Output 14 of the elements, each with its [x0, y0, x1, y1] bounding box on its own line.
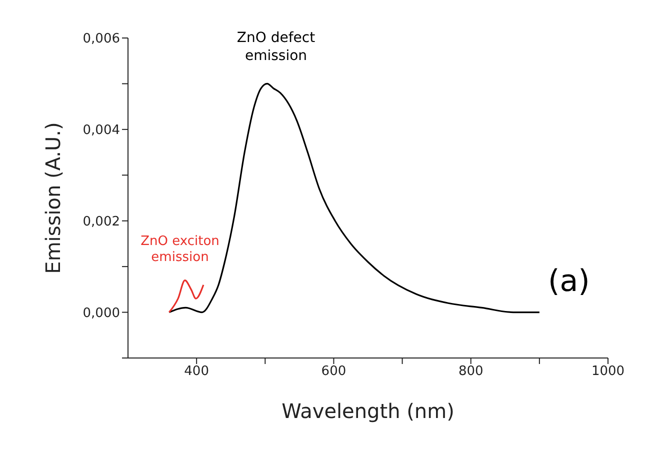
x-tick-label: 400 [184, 364, 209, 380]
annotation: ZnO exciton emission [140, 234, 220, 266]
y-tick-label: 0,002 [82, 214, 120, 230]
x-axis-title: Wavelength (nm) [282, 399, 454, 423]
annotation: ZnO defect emission [236, 30, 316, 65]
x-tick-label: 1000 [591, 364, 625, 380]
y-tick-label: 0,006 [82, 32, 120, 47]
x-tick-label: 800 [458, 364, 484, 380]
line-series [168, 279, 204, 314]
y-axis-title: Emission (A.U.) [41, 122, 66, 274]
x-tick-label: 600 [321, 364, 346, 380]
y-tick-label: 0,000 [82, 306, 120, 321]
annotation: (a) [548, 263, 590, 300]
y-tick-label: 0,004 [82, 123, 120, 138]
